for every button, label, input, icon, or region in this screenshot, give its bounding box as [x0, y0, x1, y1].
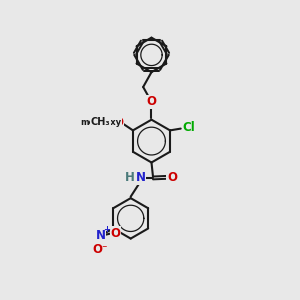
Text: O: O: [111, 227, 121, 240]
Text: H: H: [125, 171, 135, 184]
Text: O: O: [146, 95, 157, 108]
Text: O: O: [114, 116, 124, 129]
Text: ⁻: ⁻: [101, 244, 106, 255]
Text: Cl: Cl: [182, 121, 195, 134]
Text: O: O: [93, 243, 103, 256]
Text: methoxy: methoxy: [80, 118, 122, 127]
Text: +: +: [103, 225, 110, 234]
Text: N: N: [136, 171, 146, 184]
Text: O: O: [167, 171, 177, 184]
Text: CH₃: CH₃: [91, 117, 110, 127]
Text: N: N: [96, 229, 106, 242]
